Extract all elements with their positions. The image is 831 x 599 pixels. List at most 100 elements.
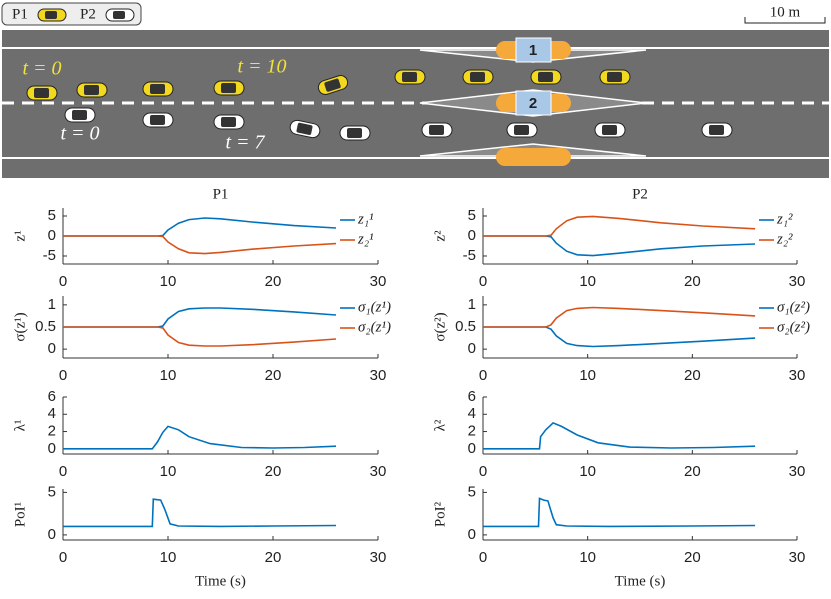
x-tick-label: 0: [479, 367, 487, 384]
y-tick-label: 0: [48, 340, 56, 357]
car: [26, 85, 58, 101]
y-tick-label: 6: [48, 388, 56, 405]
line: [483, 306, 756, 328]
y-tick-label: 0.5: [455, 318, 476, 335]
car-window: [150, 115, 165, 125]
legend-label: z₂²: [776, 231, 793, 247]
car: [530, 69, 562, 85]
x-tick-label: 10: [160, 367, 177, 384]
car: [506, 122, 538, 138]
y-tick-label: 4: [48, 405, 56, 422]
x-tick-label: 10: [160, 549, 177, 566]
x-tick-label: 0: [59, 367, 67, 384]
y-tick-label: 4: [468, 405, 476, 422]
y-tick-label: 0: [48, 227, 56, 244]
car-window: [429, 125, 444, 135]
x-tick-label: 0: [59, 463, 67, 480]
x-tick-label: 0: [59, 273, 67, 290]
car: [142, 81, 174, 97]
x-tick-label: 0: [479, 463, 487, 480]
line: [63, 498, 337, 528]
x-tick-label: 20: [265, 549, 282, 566]
x-tick-label: 20: [265, 273, 282, 290]
line: [483, 497, 756, 528]
legend-entry: P1: [12, 6, 28, 22]
x-tick-label: 30: [370, 273, 387, 290]
car: [317, 75, 349, 95]
line: [483, 215, 756, 237]
car: [599, 69, 631, 85]
car: [701, 122, 733, 138]
x-tick-label: 30: [370, 463, 387, 480]
y-tick-label: 1: [468, 296, 476, 313]
car-window: [514, 125, 529, 135]
car: [421, 122, 453, 138]
x-tick-label: 20: [684, 273, 701, 290]
y-tick-label: 0.5: [35, 318, 56, 335]
line: [483, 421, 756, 450]
legend-label: σ₁(z¹): [358, 299, 391, 315]
x-tick-label: 30: [789, 549, 806, 566]
x-tick-label: 0: [59, 549, 67, 566]
car-window: [709, 125, 724, 135]
x-tick-label: 20: [684, 463, 701, 480]
legend-label: z₁¹: [357, 211, 374, 227]
legend-label: z₁²: [776, 211, 793, 227]
legend-label: σ₁(z²): [777, 299, 810, 315]
car: [64, 107, 96, 123]
y-tick-label: 0: [468, 340, 476, 357]
x-tick-label: 20: [684, 367, 701, 384]
x-tick-label: 20: [265, 367, 282, 384]
car-window: [538, 72, 553, 82]
y-axis-label: PoI¹: [12, 502, 28, 527]
scale-bar: [744, 17, 826, 24]
lane-marker: 1: [529, 42, 537, 59]
y-tick-label: 5: [48, 483, 56, 500]
car-window: [34, 88, 49, 98]
car-window: [150, 84, 165, 94]
chart-title: P2: [632, 186, 648, 202]
legend-label: σ₂(z²): [777, 319, 810, 335]
line: [63, 307, 337, 328]
legend-entry: P2: [80, 6, 96, 22]
car: [394, 69, 426, 85]
car-window: [607, 72, 622, 82]
line: [63, 235, 337, 255]
y-axis-label: σ(z¹): [12, 312, 28, 341]
time-label: t = 10: [237, 56, 286, 78]
line: [483, 235, 756, 257]
x-tick-label: 30: [789, 463, 806, 480]
x-tick-label: 10: [579, 463, 596, 480]
y-tick-label: 5: [48, 207, 56, 224]
line: [63, 326, 337, 347]
time-label: t = 0: [60, 123, 99, 145]
x-tick-label: 10: [579, 367, 596, 384]
car-window: [324, 78, 341, 92]
y-tick-label: 0: [48, 526, 56, 543]
car: [76, 82, 108, 98]
x-tick-label: 30: [789, 273, 806, 290]
cars: [26, 69, 733, 141]
line: [483, 326, 756, 348]
y-tick-label: -5: [463, 247, 476, 264]
y-tick-label: -5: [43, 247, 56, 264]
car: [339, 125, 371, 141]
y-tick-label: 0: [468, 526, 476, 543]
time-label: t = 0: [22, 58, 61, 80]
line: [63, 425, 337, 450]
car: [462, 69, 494, 85]
car-window: [602, 125, 617, 135]
car: [142, 112, 174, 128]
x-axis-label: Time (s): [195, 573, 246, 589]
chart-title: P1: [213, 186, 229, 202]
y-tick-label: 0: [468, 227, 476, 244]
y-tick-label: 1: [48, 296, 56, 313]
scale-label: 10 m: [770, 4, 801, 20]
x-tick-label: 10: [579, 549, 596, 566]
legend-label: σ₂(z¹): [358, 319, 391, 335]
y-tick-label: 6: [468, 388, 476, 405]
car-window: [84, 85, 99, 95]
y-axis-label: PoI²: [432, 501, 448, 527]
legend-box: [1, 2, 142, 26]
